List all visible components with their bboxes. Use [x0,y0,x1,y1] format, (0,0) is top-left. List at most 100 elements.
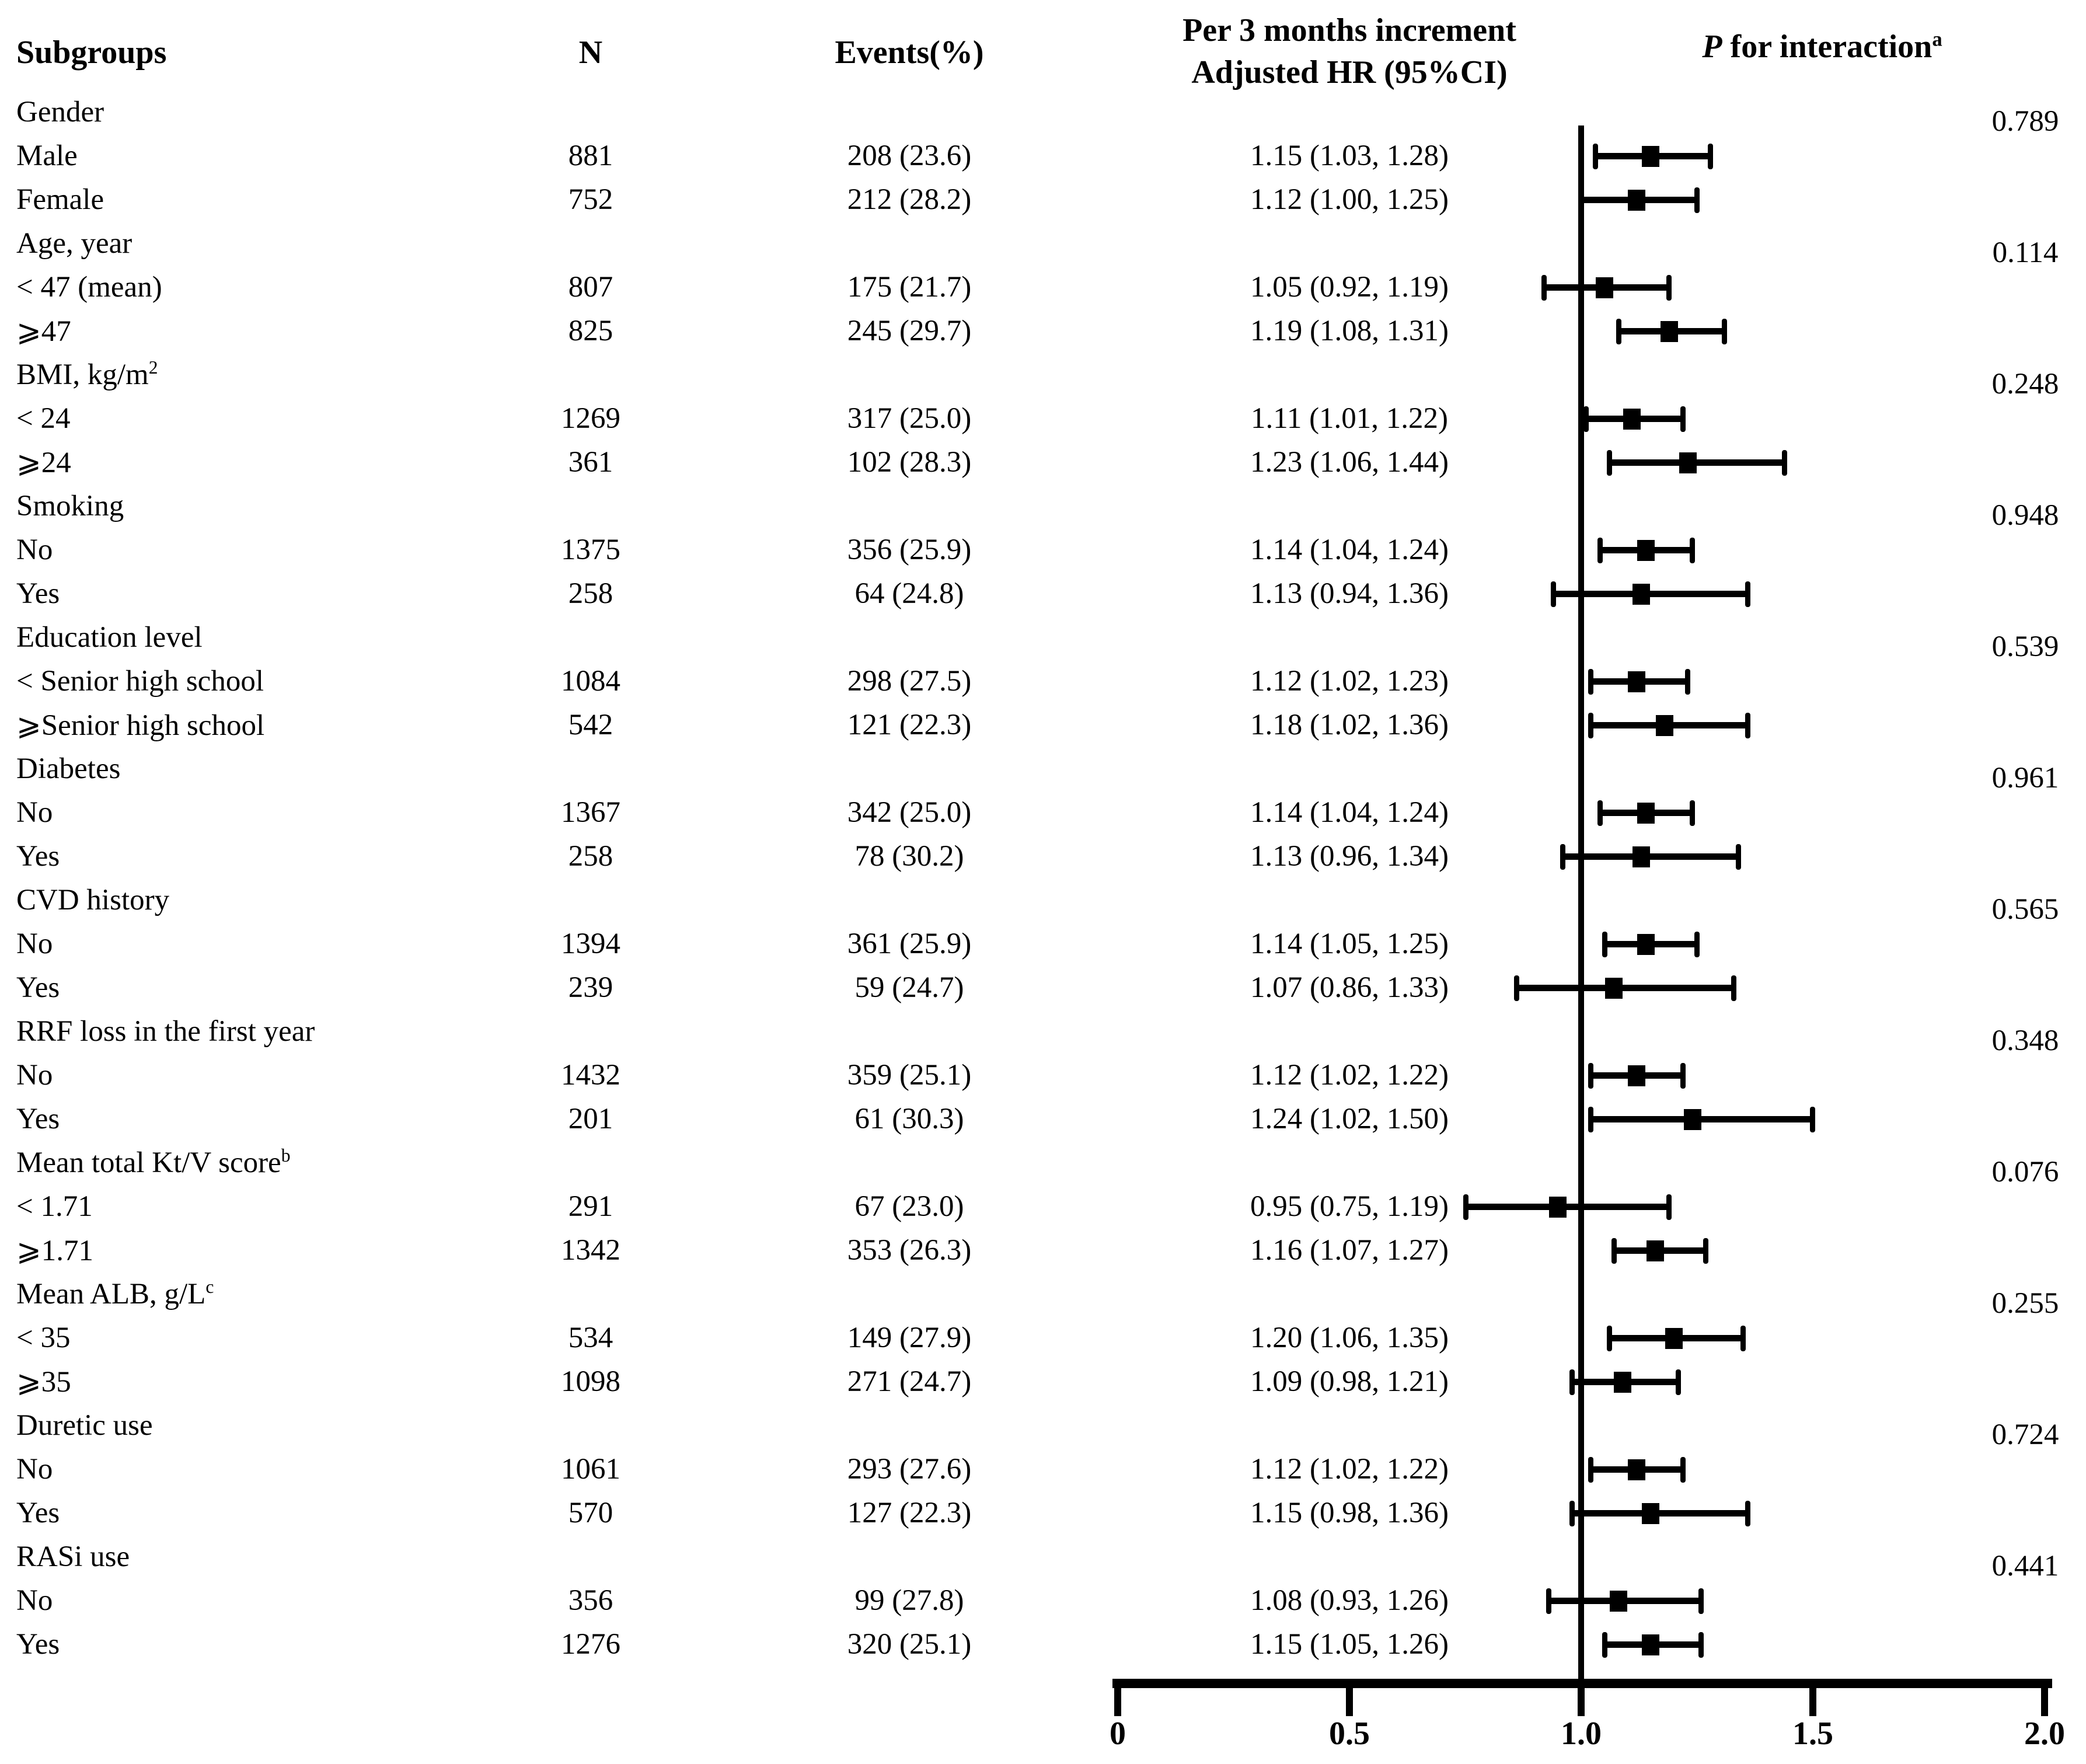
ci-cap-right [1680,406,1686,432]
hr-ci-text: 1.23 (1.06, 1.44) [1250,446,1449,479]
hr-ci-text: 1.12 (1.02, 1.23) [1250,665,1449,698]
p-interaction-value: 0.789 [1991,105,2059,138]
point-estimate-marker [1614,1372,1632,1393]
ci-cap-left [1588,1063,1593,1089]
n-value: 291 [568,1190,613,1223]
subgroup-row: No 1375 356 (25.9) 1.14 (1.04, 1.24) [0,528,2086,572]
subgroup-row: ⩾35 1098 271 (24.7) 1.09 (0.98, 1.21) [0,1360,2086,1404]
subgroup-row: < 47 (mean) 807 175 (21.7) 1.05 (0.92, 1.19… [0,266,2086,309]
point-estimate-marker [1642,1634,1660,1655]
axis-tick [1578,1688,1585,1716]
point-estimate-marker [1632,584,1651,605]
point-estimate-marker [1642,1503,1660,1524]
p-header-text: for interaction [1722,29,1932,65]
ci-cap-right [1698,1632,1704,1658]
ci-cap-right [1735,844,1741,870]
group-label: Duretic use [16,1409,153,1442]
group-header-row: Age, year 0.114 [0,222,2086,269]
subgroup-row: No 356 99 (27.8) 1.08 (0.93, 1.26) [0,1579,2086,1623]
column-header-subgroups: Subgroups [16,34,167,71]
ci-cap-left [1569,1501,1575,1526]
hr-ci-text: 1.15 (1.03, 1.28) [1250,140,1449,172]
ci-cap-right [1745,1501,1750,1526]
n-value: 825 [568,315,613,347]
p-interaction-value: 0.348 [1991,1024,2059,1057]
events-value: 317 (25.0) [847,402,972,435]
hr-ci-text: 1.13 (0.94, 1.36) [1250,577,1449,610]
subgroup-row: No 1394 361 (25.9) 1.14 (1.05, 1.25) [0,922,2086,966]
subgroup-row: < 35 534 149 (27.9) 1.20 (1.06, 1.35) [0,1316,2086,1360]
subgroup-label: No [16,1584,53,1617]
events-value: 61 (30.3) [854,1103,964,1135]
hr-ci-text: 1.15 (0.98, 1.36) [1250,1497,1449,1529]
p-interaction-value: 0.441 [1991,1550,2059,1582]
subgroup-row: ⩾24 361 102 (28.3) 1.23 (1.06, 1.44) [0,441,2086,484]
p-symbol: P [1702,29,1722,65]
ci-cap-right [1666,1194,1672,1220]
axis-tick [1346,1688,1353,1716]
hr-ci-text: 1.07 (0.86, 1.33) [1250,971,1449,1004]
n-value: 356 [568,1584,613,1617]
n-value: 201 [568,1103,613,1135]
subgroup-label: Yes [16,1628,60,1661]
subgroup-row: No 1367 342 (25.0) 1.14 (1.04, 1.24) [0,791,2086,835]
hr-ci-text: 1.14 (1.04, 1.24) [1250,534,1449,566]
ci-whisker-line [1465,1204,1669,1210]
n-value: 1342 [561,1234,620,1267]
n-value: 258 [568,840,613,873]
hr-ci-text: 1.13 (0.96, 1.34) [1250,840,1449,873]
subgroup-label: Female [16,183,104,216]
ci-cap-right [1745,581,1750,607]
footnote-marker-2: 2 [148,357,158,378]
events-value: 320 (25.1) [847,1628,972,1661]
column-header-hr-line1: Per 3 months increment [1182,12,1516,48]
events-value: 127 (22.3) [847,1497,972,1529]
n-value: 881 [568,140,613,172]
events-value: 342 (25.0) [847,796,972,829]
ci-whisker-line [1562,853,1739,860]
ci-cap-left [1597,800,1603,826]
axis-tick-label: 1.0 [1561,1716,1602,1752]
subgroup-label: Yes [16,1497,60,1529]
subgroup-label: Yes [16,971,60,1004]
ci-cap-right [1745,713,1750,738]
n-value: 258 [568,577,613,610]
p-interaction-value: 0.255 [1991,1287,2059,1320]
axis-tick-label: 2.0 [2024,1716,2065,1752]
ci-cap-left [1597,538,1603,563]
axis-tick-label: 0 [1110,1716,1126,1752]
column-header-hr-line2: Adjusted HR (95%CI) [1191,54,1508,90]
n-value: 1394 [561,928,620,960]
group-header-row: Mean ALB, g/Lc 0.255 [0,1273,2086,1320]
hr-ci-text: 1.11 (1.01, 1.22) [1250,402,1449,435]
point-estimate-marker [1628,671,1646,692]
subgroup-label: < 47 (mean) [16,271,162,304]
point-estimate-marker [1609,1591,1627,1612]
events-value: 208 (23.6) [847,140,972,172]
ci-cap-left [1602,1632,1607,1658]
group-label: BMI, kg/m2 [16,357,158,391]
n-value: 1367 [561,796,620,829]
p-interaction-value: 0.076 [1991,1156,2059,1188]
group-header-row: Diabetes 0.961 [0,747,2086,794]
hr-ci-text: 1.08 (0.93, 1.26) [1250,1584,1449,1617]
ci-cap-right [1782,450,1788,476]
subgroup-label: Yes [16,1103,60,1135]
ci-cap-left [1551,581,1557,607]
subgroup-row: < 24 1269 317 (25.0) 1.11 (1.01, 1.22) [0,397,2086,441]
ci-cap-right [1708,144,1714,169]
ci-cap-left [1588,1107,1593,1132]
hr-ci-text: 1.15 (1.05, 1.26) [1250,1628,1449,1661]
subgroup-row: Yes 1276 320 (25.1) 1.15 (1.05, 1.26) [0,1623,2086,1667]
point-estimate-marker [1628,1065,1646,1086]
point-estimate-marker [1604,978,1623,999]
ci-cap-left [1569,1369,1575,1395]
ci-cap-right [1689,800,1695,826]
subgroup-label: ⩾47 [16,315,71,348]
group-label: Age, year [16,227,132,260]
subgroup-row: Yes 570 127 (22.3) 1.15 (0.98, 1.36) [0,1491,2086,1535]
ci-cap-left [1546,1588,1552,1614]
n-value: 1084 [561,665,620,698]
